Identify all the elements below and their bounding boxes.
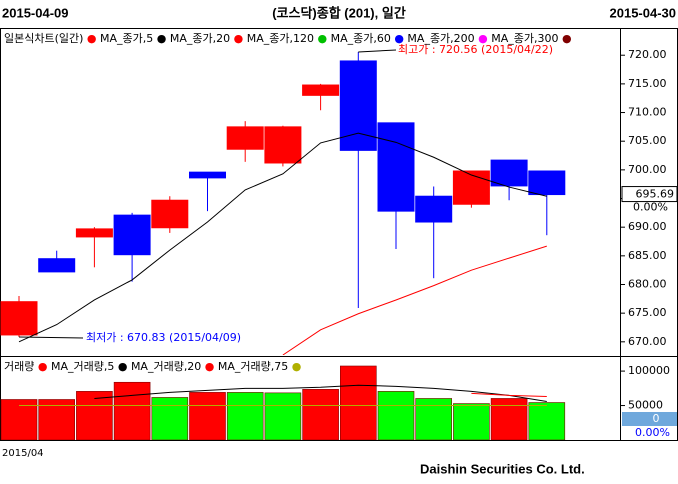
ma-line: [282, 245, 547, 355]
legend-dot: ●: [114, 360, 131, 373]
x-tick-label: 2015/04: [2, 448, 44, 459]
legend-title: 거래량: [4, 360, 34, 373]
legend: 거래량 ● MA_거래량,5 ● MA_거래량,20 ● MA_거래량,75 ●: [4, 360, 301, 373]
price-box: [621, 186, 678, 203]
legend-dot: ●: [230, 32, 247, 45]
annot-arrow: [358, 49, 397, 53]
legend-item: MA_종가,5: [100, 32, 153, 45]
y-tick-label: 710.00: [628, 106, 667, 119]
ma-line: [471, 392, 547, 397]
candle-body: [226, 126, 264, 150]
legend-dot: ●: [153, 32, 170, 45]
legend-item: MA_종가,20: [170, 32, 230, 45]
y-tick-label: 690.00: [628, 220, 667, 233]
legend-dot: ●: [83, 32, 100, 45]
ma-line: [18, 132, 547, 343]
legend-dot: ●: [475, 32, 492, 45]
candle-body: [302, 84, 340, 96]
legend-item: MA_거래량,20: [131, 360, 201, 373]
candle-body: [377, 122, 415, 212]
y-tick-label: 685.00: [628, 249, 667, 262]
overlay: 670.00675.00680.00685.00690.00695.00700.…: [2, 31, 678, 459]
candle-body: [38, 258, 76, 273]
current-price: 695.69: [636, 188, 675, 201]
legend-item: MA_거래량,5: [51, 360, 114, 373]
candle-body: [490, 159, 528, 187]
volume-bar: [528, 402, 566, 440]
volume-bar: [151, 397, 189, 440]
volume-bar: [377, 391, 415, 440]
candle-body: [75, 228, 113, 238]
candle-body: [113, 214, 151, 256]
volume-panel: [0, 365, 566, 440]
y-tick-label: 680.00: [628, 277, 667, 290]
volume-bar: [415, 398, 453, 440]
price-change: 0.00%: [633, 201, 668, 214]
volume-bar: [453, 403, 490, 440]
y-tick-label: 715.00: [628, 77, 667, 90]
ma-line: [94, 384, 547, 402]
y-tick-label: 720.00: [628, 48, 667, 61]
legend-dot: ●: [391, 32, 408, 45]
y-tick-label: 700.00: [628, 163, 667, 176]
y-tick-label: 50000: [628, 399, 663, 412]
volume-bar: [490, 398, 528, 440]
legend-item: MA_종가,120: [247, 32, 314, 45]
volume-bar: [189, 392, 226, 440]
start-date: 2015-04-09: [2, 5, 69, 20]
legend-dot: ●: [201, 360, 218, 373]
y-tick-label: 675.00: [628, 306, 667, 319]
candle-body: [264, 126, 302, 164]
y-tick-label: 100000: [628, 364, 670, 377]
candle-body: [339, 60, 377, 151]
y-tick-label: 705.00: [628, 134, 667, 147]
price-panel: [0, 52, 566, 355]
header-title: (코스닥)종합 (201), 일간: [272, 5, 406, 20]
legend-item: MA_종가,200: [407, 32, 474, 45]
volume-box: [622, 412, 677, 426]
annot-arrow: [18, 336, 84, 339]
legend-dot: ●: [34, 360, 51, 373]
footer: Daishin Securities Co. Ltd.: [420, 461, 585, 476]
volume-change: 0.00%: [635, 426, 670, 439]
volume-bar: [113, 381, 151, 440]
candle-body: [0, 301, 38, 336]
candle-body: [415, 195, 453, 223]
candle-body: [189, 171, 226, 179]
volume-bar: [339, 365, 377, 440]
candle-body: [151, 199, 189, 229]
current-volume: 0: [653, 412, 660, 425]
min-annotation: 최저가 : 670.83 (2015/04/09): [86, 331, 241, 344]
volume-bar: [264, 392, 302, 440]
legend-dot: ●: [288, 360, 301, 373]
volume-bar: [76, 391, 113, 440]
legend-item: MA_종가,60: [331, 32, 391, 45]
candle-body: [528, 170, 566, 196]
volume-bar: [38, 399, 76, 440]
end-date: 2015-04-30: [610, 5, 677, 20]
volume-bar: [226, 392, 264, 440]
legend-title: 일본식차트(일간): [4, 31, 83, 45]
volume-bar: [302, 389, 339, 440]
legend-dot: ●: [559, 32, 572, 45]
legend-dot: ●: [314, 32, 331, 45]
volume-bar: [0, 399, 38, 440]
max-annotation: 최고가 : 720.56 (2015/04/22): [398, 43, 553, 56]
candle-body: [452, 170, 490, 205]
legend-item: MA_종가,300: [491, 32, 558, 45]
legend: 일본식차트(일간) ● MA_종가,5 ● MA_종가,20 ● MA_종가,1…: [4, 31, 572, 45]
y-tick-label: 670.00: [628, 335, 667, 348]
legend-item: MA_거래량,75: [218, 360, 288, 373]
